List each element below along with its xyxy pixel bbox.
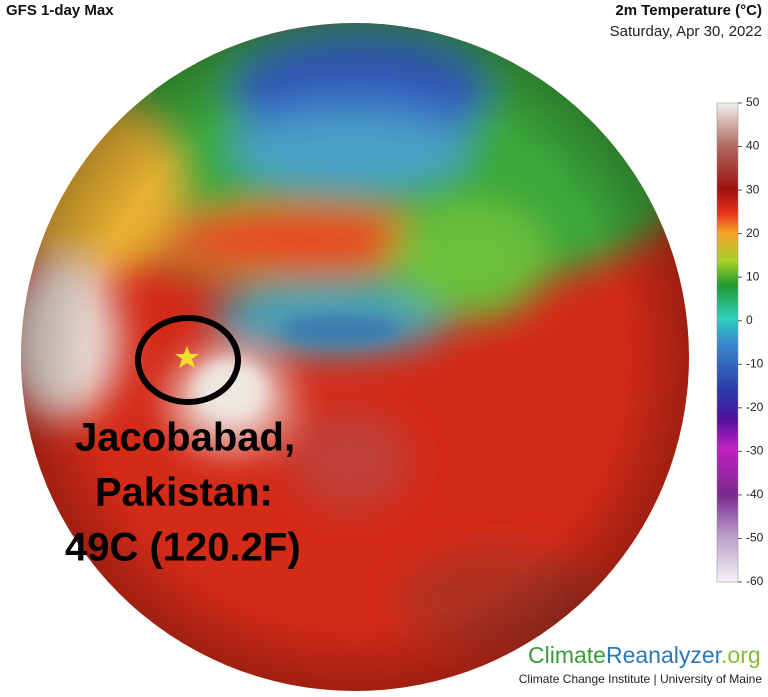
colorbar-tick-label: -20 — [746, 400, 764, 414]
map-title: GFS 1-day Max — [6, 2, 114, 19]
location-star — [175, 346, 199, 368]
logo-part: Climate — [528, 642, 606, 668]
annotation-line: 49C (120.2F) — [65, 526, 301, 570]
colorbar-tick-label: 50 — [746, 95, 760, 109]
annotation-line: Pakistan: — [95, 471, 273, 515]
logo-part: .org — [721, 642, 761, 668]
colorbar-tick-label: -50 — [746, 531, 764, 545]
colorbar — [716, 102, 739, 583]
variable-title: 2m Temperature (°C) — [615, 2, 762, 19]
colorbar-tick-label: 20 — [746, 226, 760, 240]
colorbar-tick-label: 30 — [746, 182, 760, 196]
logo-part: Reanalyzer — [606, 642, 723, 668]
colorbar-ticks: 50 40 30 20 10 0 -10 -20 -30 -40 -50 -60 — [738, 95, 764, 588]
credit: Climate Change Institute | University of… — [519, 672, 763, 686]
annotation: Jacobabad, Pakistan: 49C (120.2F) — [65, 416, 301, 570]
annotation-line: Jacobabad, — [75, 416, 295, 460]
colorbar-tick-label: 10 — [746, 269, 760, 283]
colorbar-tick-label: -60 — [746, 574, 764, 588]
date-label: Saturday, Apr 30, 2022 — [610, 23, 762, 40]
logo: ClimateReanalyzer.org — [528, 642, 761, 668]
colorbar-tick-label: 0 — [746, 313, 753, 327]
colorbar-tick-label: -10 — [746, 356, 764, 370]
colorbar-tick-label: 40 — [746, 139, 760, 153]
colorbar-tick-label: -40 — [746, 487, 764, 501]
colorbar-tick-label: -30 — [746, 444, 764, 458]
location-circle — [135, 315, 241, 405]
